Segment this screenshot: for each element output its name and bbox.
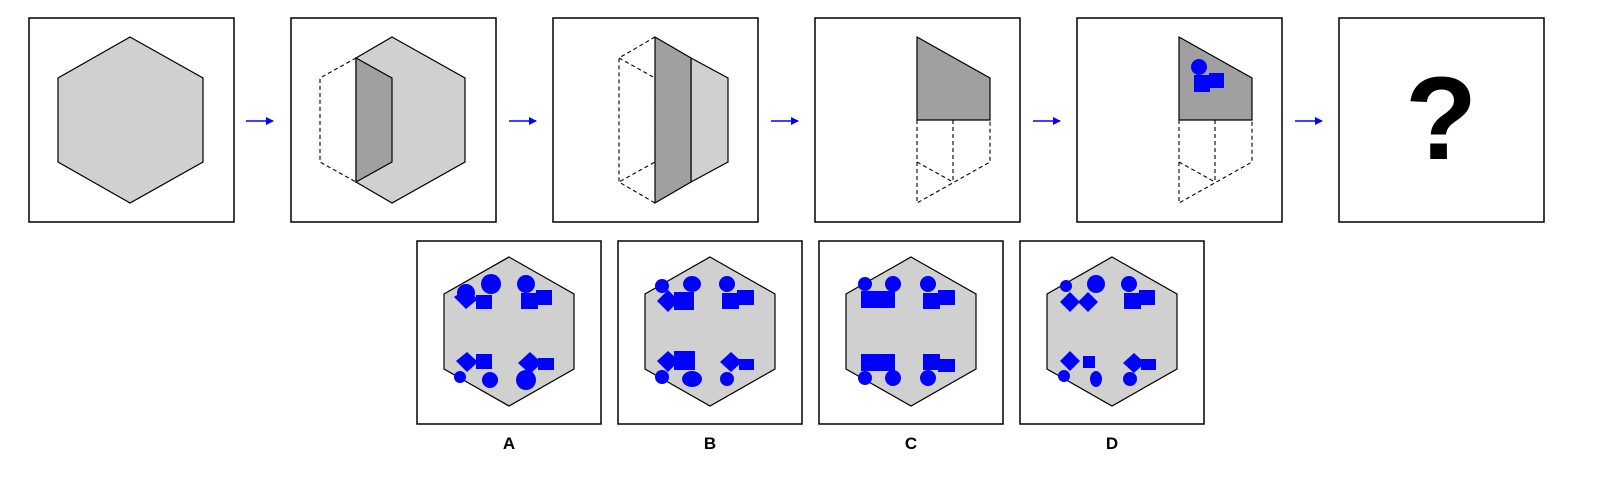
circle-shape xyxy=(683,276,701,292)
square-shape xyxy=(476,354,492,369)
square-shape xyxy=(1083,356,1095,368)
square-shape xyxy=(674,292,694,310)
square-shape xyxy=(1209,73,1224,88)
diamond-shape xyxy=(657,351,679,372)
dashed-fold-outline xyxy=(1178,120,1253,204)
question-frame xyxy=(1338,17,1545,223)
square-shape xyxy=(923,293,940,309)
circle-shape xyxy=(1060,280,1072,292)
step-5-panel xyxy=(1076,17,1283,223)
remaining-strip xyxy=(690,56,729,184)
square-shape xyxy=(739,359,754,370)
circle-shape xyxy=(719,276,735,292)
circle-shape xyxy=(454,371,466,383)
diamond-shape xyxy=(720,352,742,372)
step-4-panel xyxy=(814,17,1021,223)
square-shape xyxy=(861,354,878,371)
diamond-shape xyxy=(454,289,478,309)
diamond-shape xyxy=(1123,353,1145,373)
circle-shape xyxy=(720,372,734,386)
option-a-label: A xyxy=(503,434,515,453)
circle-shape xyxy=(655,370,669,384)
option-b-label: B xyxy=(704,434,716,453)
square-shape xyxy=(674,351,695,370)
circle-shape xyxy=(1058,370,1070,382)
circle-shape xyxy=(655,279,669,293)
circle-shape xyxy=(682,371,702,387)
diamond-shape xyxy=(657,290,679,312)
folded-layers xyxy=(654,35,692,205)
circle-shape xyxy=(1121,276,1137,292)
diamond-shape xyxy=(1060,351,1080,371)
option-d-shapes xyxy=(1058,275,1156,387)
square-shape xyxy=(1124,293,1141,309)
circle-shape xyxy=(482,372,498,388)
question-mark: ? xyxy=(1405,53,1477,185)
circle-shape xyxy=(481,274,501,294)
square-shape xyxy=(737,290,754,305)
diamond-shape xyxy=(456,352,478,372)
circle-shape xyxy=(1087,275,1105,293)
diamond-shape xyxy=(1060,292,1080,312)
square-shape xyxy=(1139,290,1155,305)
step-1-panel xyxy=(28,17,235,223)
diamond-shape xyxy=(1078,292,1098,312)
option-d-label: D xyxy=(1106,434,1118,453)
folded-flap xyxy=(355,56,393,184)
square-shape xyxy=(938,290,955,305)
circle-shape xyxy=(920,276,936,292)
option-a-shapes xyxy=(454,274,554,390)
circle-shape xyxy=(858,277,872,291)
option-b[interactable]: B xyxy=(617,240,803,453)
square-shape xyxy=(521,293,538,309)
circle-shape xyxy=(1191,59,1207,75)
circle-shape xyxy=(858,371,872,385)
square-shape xyxy=(538,358,554,370)
square-shape xyxy=(1141,359,1156,370)
circle-shape xyxy=(517,275,535,293)
option-d[interactable]: D xyxy=(1019,240,1205,453)
square-shape xyxy=(877,291,895,308)
hexagon xyxy=(57,36,204,204)
option-b-shapes xyxy=(655,276,754,387)
step-2-panel xyxy=(290,17,497,223)
folded-piece xyxy=(916,35,991,121)
option-c-shapes xyxy=(858,276,955,386)
option-c-label: C xyxy=(905,434,917,453)
circle-shape xyxy=(885,370,901,386)
option-c[interactable]: C xyxy=(818,240,1004,453)
diamond-shape xyxy=(518,352,542,374)
circle-shape xyxy=(920,370,936,386)
square-shape xyxy=(722,293,739,309)
step-3-panel xyxy=(552,17,759,223)
option-a[interactable]: A xyxy=(416,240,602,453)
square-shape xyxy=(1194,75,1210,92)
square-shape xyxy=(938,359,955,372)
circle-shape xyxy=(885,276,901,292)
square-shape xyxy=(476,295,492,309)
square-shape xyxy=(536,290,552,305)
dashed-fold-outline xyxy=(916,120,991,204)
circle-shape xyxy=(1090,371,1102,387)
circle-shape xyxy=(516,370,536,390)
square-shape xyxy=(877,354,895,371)
circle-shape xyxy=(1123,372,1137,386)
square-shape xyxy=(923,354,940,370)
square-shape xyxy=(861,291,878,308)
step-6-panel: ? xyxy=(1338,17,1545,223)
